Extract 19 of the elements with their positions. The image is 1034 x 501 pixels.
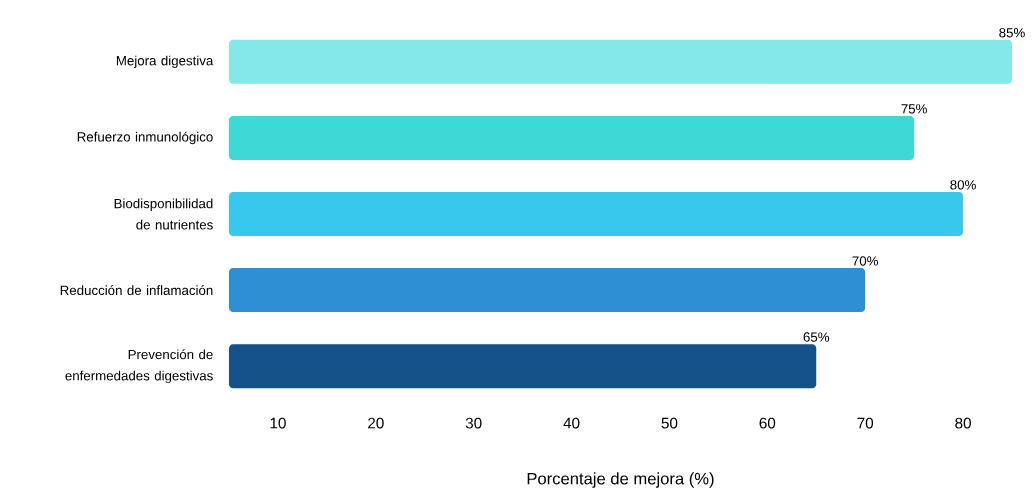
- x-tick-label: 20: [368, 417, 384, 429]
- y-tick-label: Prevención de enfermedades digestivas: [65, 349, 213, 384]
- x-tick-label: 30: [465, 417, 482, 429]
- x-tick-label: 70: [857, 417, 874, 429]
- x-tick-label: 10: [270, 417, 286, 429]
- x-axis-title: Porcentaje de mejora (%): [527, 472, 714, 488]
- data-label: 70%: [852, 256, 879, 266]
- y-tick-label: Mejora digestiva: [116, 55, 214, 69]
- y-tick-label: Refuerzo inmunológico: [77, 131, 213, 145]
- data-label: 75%: [901, 104, 927, 114]
- x-tick-label: 50: [661, 417, 678, 429]
- y-tick-label: Reducción de inflamación: [60, 285, 213, 296]
- data-label: 85%: [999, 28, 1025, 38]
- data-label: 80%: [950, 180, 976, 190]
- data-label: 65%: [803, 332, 830, 342]
- x-tick-label: 80: [955, 417, 971, 429]
- x-tick-label: 40: [563, 417, 580, 429]
- y-tick-label: Biodisponibilidad de nutrientes: [114, 198, 213, 230]
- x-tick-label: 60: [759, 417, 776, 429]
